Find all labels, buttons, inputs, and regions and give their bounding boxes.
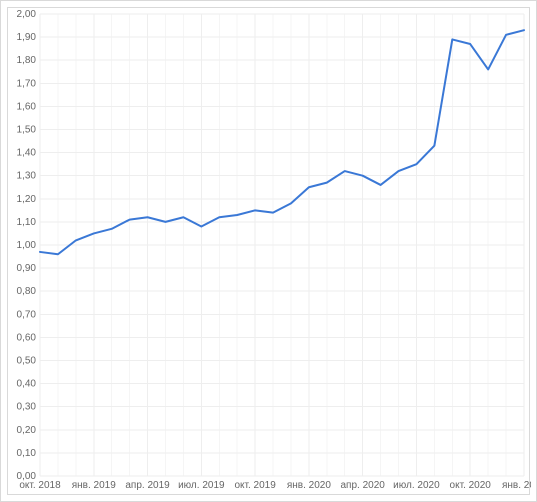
svg-text:0,80: 0,80 bbox=[17, 286, 37, 297]
grid-major bbox=[40, 14, 524, 476]
svg-text:1,70: 1,70 bbox=[17, 78, 37, 89]
svg-text:июл. 2020: июл. 2020 bbox=[393, 480, 440, 491]
data-series-line bbox=[40, 30, 524, 254]
chart-inner-frame: 0,000,100,200,300,400,500,600,700,800,90… bbox=[7, 7, 530, 495]
svg-text:1,00: 1,00 bbox=[17, 240, 37, 251]
svg-text:1,10: 1,10 bbox=[17, 217, 37, 228]
svg-text:1,60: 1,60 bbox=[17, 101, 37, 112]
svg-text:1,50: 1,50 bbox=[17, 125, 37, 136]
svg-text:0,40: 0,40 bbox=[17, 379, 37, 390]
line-chart: 0,000,100,200,300,400,500,600,700,800,90… bbox=[8, 8, 531, 494]
svg-text:0,10: 0,10 bbox=[17, 448, 37, 459]
svg-text:1,30: 1,30 bbox=[17, 171, 37, 182]
chart-outer-frame: 0,000,100,200,300,400,500,600,700,800,90… bbox=[0, 0, 537, 502]
svg-text:0,50: 0,50 bbox=[17, 356, 37, 367]
svg-text:апр. 2020: апр. 2020 bbox=[340, 480, 385, 491]
svg-text:окт. 2020: окт. 2020 bbox=[450, 480, 492, 491]
svg-text:янв. 2019: янв. 2019 bbox=[72, 480, 116, 491]
svg-text:апр. 2019: апр. 2019 bbox=[125, 480, 170, 491]
svg-text:1,40: 1,40 bbox=[17, 148, 37, 159]
svg-text:янв. 2020: янв. 2020 bbox=[287, 480, 331, 491]
svg-text:1,80: 1,80 bbox=[17, 55, 37, 66]
svg-text:0,70: 0,70 bbox=[17, 309, 37, 320]
svg-text:окт. 2019: окт. 2019 bbox=[234, 480, 276, 491]
y-axis-labels: 0,000,100,200,300,400,500,600,700,800,90… bbox=[17, 9, 37, 482]
svg-text:0,90: 0,90 bbox=[17, 263, 37, 274]
svg-text:1,90: 1,90 bbox=[17, 32, 37, 43]
svg-text:0,60: 0,60 bbox=[17, 332, 37, 343]
svg-text:2,00: 2,00 bbox=[17, 9, 37, 20]
svg-text:июл. 2019: июл. 2019 bbox=[178, 480, 225, 491]
svg-text:0,30: 0,30 bbox=[17, 402, 37, 413]
svg-text:0,20: 0,20 bbox=[17, 425, 37, 436]
svg-text:окт. 2018: окт. 2018 bbox=[19, 480, 61, 491]
svg-text:янв. 2021: янв. 2021 bbox=[502, 480, 531, 491]
svg-text:1,20: 1,20 bbox=[17, 194, 37, 205]
x-axis-labels: окт. 2018 янв. 2019 апр. 2019 июл. 2019 окт.… bbox=[19, 480, 531, 491]
